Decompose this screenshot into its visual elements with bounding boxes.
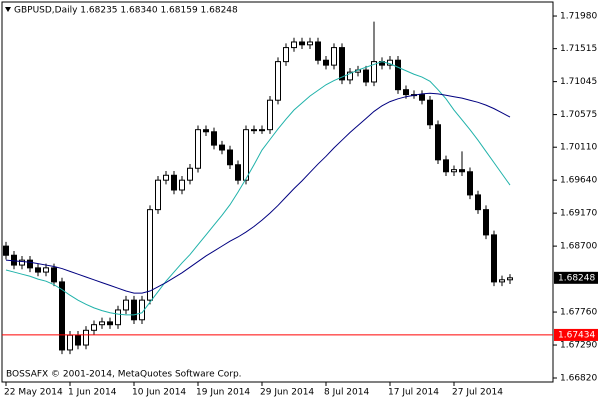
- y-tick-label: 1.71980: [560, 12, 597, 22]
- candle-body: [19, 259, 25, 266]
- candle-body: [131, 299, 137, 321]
- chart-title: GBPUSD,Daily 1.68235 1.68340 1.68159 1.6…: [14, 6, 238, 16]
- y-tick-label: 1.67760: [560, 308, 597, 318]
- price-label: 1.67434: [558, 330, 595, 340]
- candle-body: [11, 254, 17, 266]
- candle-body: [315, 41, 321, 61]
- price-label-box: [554, 271, 598, 284]
- moving-average-line: [5, 61, 511, 316]
- candle-body: [491, 234, 497, 283]
- candle-body: [83, 329, 89, 346]
- candle-body: [307, 41, 313, 46]
- x-tick-label: 10 Jun 2014: [132, 388, 186, 398]
- candle-body: [347, 71, 353, 81]
- x-tick-label: 8 Jul 2014: [324, 388, 369, 398]
- candle-body: [339, 47, 345, 81]
- candle-body: [331, 47, 337, 66]
- candle-body: [171, 174, 177, 191]
- candle-body: [163, 174, 169, 181]
- candle-body: [403, 89, 409, 96]
- candle-body: [27, 259, 33, 269]
- y-tick-label: 1.70110: [560, 143, 597, 153]
- candle-body: [275, 61, 281, 101]
- candle-body: [75, 334, 81, 346]
- candle-body: [211, 131, 217, 146]
- candle-body: [483, 209, 489, 236]
- candle-body: [43, 267, 49, 273]
- candle-body: [59, 281, 65, 351]
- candle-body: [451, 169, 457, 173]
- candle-body: [499, 279, 505, 283]
- candle-body: [283, 47, 289, 63]
- candle-body: [443, 159, 449, 173]
- y-tick-label: 1.71045: [560, 77, 597, 87]
- candle-body: [147, 209, 153, 301]
- candle-body: [3, 245, 9, 256]
- candle-body: [235, 164, 241, 181]
- y-tick-label: 1.69640: [560, 176, 597, 186]
- candle-body: [91, 324, 97, 331]
- candle-body: [195, 129, 201, 169]
- candle-body: [107, 321, 113, 326]
- x-tick-label: 19 Jun 2014: [196, 388, 250, 398]
- candle-body: [419, 94, 425, 101]
- candle-body: [155, 179, 161, 211]
- candle-body: [267, 99, 273, 131]
- candle-body: [467, 171, 473, 196]
- price-label-box: [554, 328, 598, 341]
- candle-body: [395, 59, 401, 91]
- candle-body: [507, 277, 513, 281]
- y-tick-label: 1.69170: [560, 209, 597, 219]
- candle-body: [459, 169, 465, 173]
- candle-body: [243, 129, 249, 181]
- candle-body: [67, 334, 73, 351]
- y-tick-label: 1.68700: [560, 242, 597, 252]
- y-tick-label: 1.70575: [560, 110, 597, 120]
- candle-body: [251, 129, 257, 132]
- x-tick-label: 1 Jun 2014: [68, 388, 117, 398]
- candle-body: [427, 99, 433, 126]
- candle-body: [435, 124, 441, 161]
- candle-body: [115, 309, 121, 326]
- candle-body: [219, 144, 225, 151]
- candle-body: [299, 41, 305, 46]
- candle-body: [51, 267, 57, 283]
- moving-average-line: [5, 92, 511, 294]
- y-tick-label: 1.71515: [560, 44, 597, 54]
- y-tick-label: 1.66820: [560, 374, 597, 384]
- x-tick-label: 27 Jul 2014: [452, 388, 503, 398]
- candle-body: [363, 69, 369, 83]
- candle-body: [259, 129, 265, 132]
- candle-body: [179, 179, 185, 191]
- x-tick-label: 17 Jul 2014: [388, 388, 439, 398]
- x-tick-label: 22 May 2014: [4, 388, 63, 398]
- candle-body: [35, 267, 41, 273]
- candle-body: [371, 61, 377, 83]
- candle-body: [99, 321, 105, 326]
- y-tick-label: 1.67290: [560, 341, 597, 351]
- chart-icon: [5, 7, 11, 12]
- candle-body: [187, 167, 193, 181]
- candle-body: [203, 129, 209, 133]
- candle-body: [475, 194, 481, 211]
- candle-body: [323, 59, 329, 66]
- candle-body: [123, 299, 129, 311]
- candle-body: [291, 41, 297, 49]
- copyright: BOSSAFX © 2001-2014, MetaQuotes Software…: [6, 370, 242, 380]
- x-tick-label: 29 Jun 2014: [260, 388, 314, 398]
- candle-body: [227, 149, 233, 166]
- price-label: 1.68248: [558, 273, 595, 283]
